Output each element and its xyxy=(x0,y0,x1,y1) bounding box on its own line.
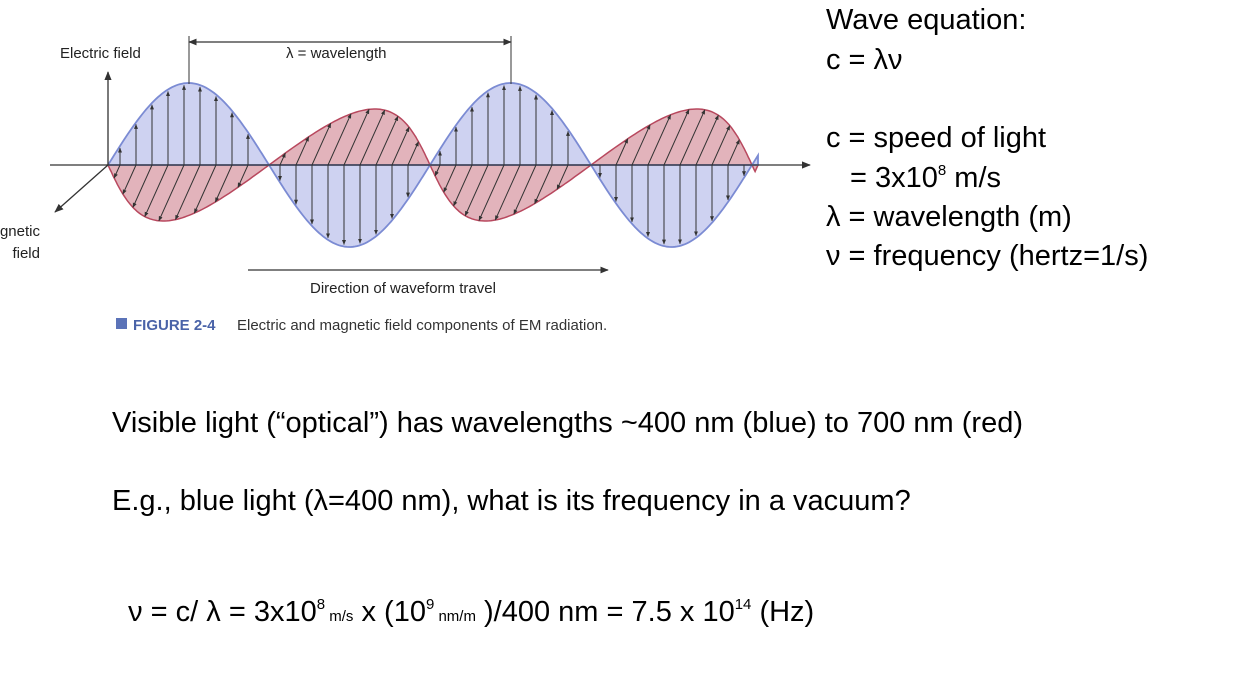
magnetic-vector xyxy=(122,164,137,195)
direction-label: Direction of waveform travel xyxy=(310,280,496,297)
magnetic-vector xyxy=(615,138,629,166)
unit: nm/m xyxy=(434,608,476,625)
text: x (10 xyxy=(353,596,426,628)
superscript: 14 xyxy=(734,596,752,613)
magnetic-vector xyxy=(295,136,310,166)
definition: = 3x108 m/s xyxy=(850,162,1001,195)
magnetic-vector xyxy=(132,164,153,208)
text: m/s xyxy=(946,162,1002,194)
magnetic-vector xyxy=(513,164,537,215)
magnetic-vector xyxy=(311,122,332,166)
magnetic-wave xyxy=(750,164,760,174)
magnetic-vector xyxy=(464,164,489,217)
magnetic-vector xyxy=(534,164,553,205)
equation: c = λν xyxy=(826,44,903,76)
caption-number: FIGURE 2-4 xyxy=(133,317,216,334)
electric-label: Electric field xyxy=(60,45,141,62)
body-line: ν = c/ λ = 3x108 m/s x (109 nm/m )/400 n… xyxy=(112,563,814,629)
magnetic-vector xyxy=(494,164,521,221)
magnetic-vector xyxy=(359,109,386,166)
magnetic-vector xyxy=(407,141,419,166)
electric-wave xyxy=(267,164,432,248)
definition: c = speed of light xyxy=(826,122,1047,154)
superscript: 8 xyxy=(316,596,326,613)
magnetic-vector xyxy=(193,164,217,214)
body-line: E.g., blue light (λ=400 nm), what is its… xyxy=(112,485,911,517)
magnetic-vector xyxy=(343,108,370,166)
magnetic-vector xyxy=(174,164,201,221)
magnetic-vector xyxy=(443,164,457,193)
magnetic-vector xyxy=(556,164,569,190)
magnetic-label: field xyxy=(12,245,40,262)
magnetic-vector xyxy=(113,164,121,179)
magnetic-vector xyxy=(647,114,672,166)
magnetic-vector xyxy=(679,109,706,166)
definition: ν = frequency (hertz=1/s) xyxy=(826,240,1149,272)
magnetic-vector xyxy=(434,164,441,177)
magnetic-wave xyxy=(428,164,594,222)
magnetic-vector xyxy=(695,114,719,166)
magnetic-label: Magnetic xyxy=(0,223,40,240)
definition: λ = wavelength (m) xyxy=(826,201,1072,233)
magnetic-vector xyxy=(237,164,249,188)
magnetic-vector xyxy=(453,164,473,207)
magnetic-vector xyxy=(214,164,233,203)
magnetic-vector xyxy=(144,164,169,218)
magnetic-vector xyxy=(158,164,185,222)
magnetic-wave xyxy=(106,164,272,222)
magnetic-vector xyxy=(375,115,399,166)
magnetic-vector xyxy=(727,139,740,166)
magnetic-vector xyxy=(631,124,651,166)
magnetic-wave xyxy=(588,108,754,166)
superscript: 9 xyxy=(425,596,435,613)
text: )/400 nm = 7.5 x 10 xyxy=(475,596,735,628)
magnetic-vector xyxy=(663,109,690,166)
text: = 3x10 xyxy=(850,162,938,194)
magnetic-vector xyxy=(391,126,410,166)
body-line: Visible light (“optical”) has wavelength… xyxy=(112,407,1023,439)
waves xyxy=(106,82,760,248)
electric-wave xyxy=(428,82,593,166)
wavelength-label: λ = wavelength xyxy=(286,45,386,62)
magnetic-vector xyxy=(327,113,352,166)
electric-wave xyxy=(750,152,759,166)
magnetic-axis xyxy=(54,164,109,213)
superscript: 8 xyxy=(937,162,947,179)
magnetic-vector xyxy=(711,125,731,166)
caption-text: Electric and magnetic field components o… xyxy=(237,317,607,334)
em-figure: Electric field λ = wavelength Magnetic f… xyxy=(0,36,811,334)
text: (Hz) xyxy=(751,596,815,628)
equation-title: Wave equation: xyxy=(826,4,1027,36)
electric-wave xyxy=(106,82,271,166)
magnetic-vector xyxy=(478,164,505,222)
magnetic-wave xyxy=(266,108,432,166)
unit: m/s xyxy=(325,608,354,625)
caption-marker xyxy=(116,318,127,329)
text: ν = c/ λ = 3x10 xyxy=(128,596,317,628)
magnetic-vector xyxy=(279,152,286,166)
